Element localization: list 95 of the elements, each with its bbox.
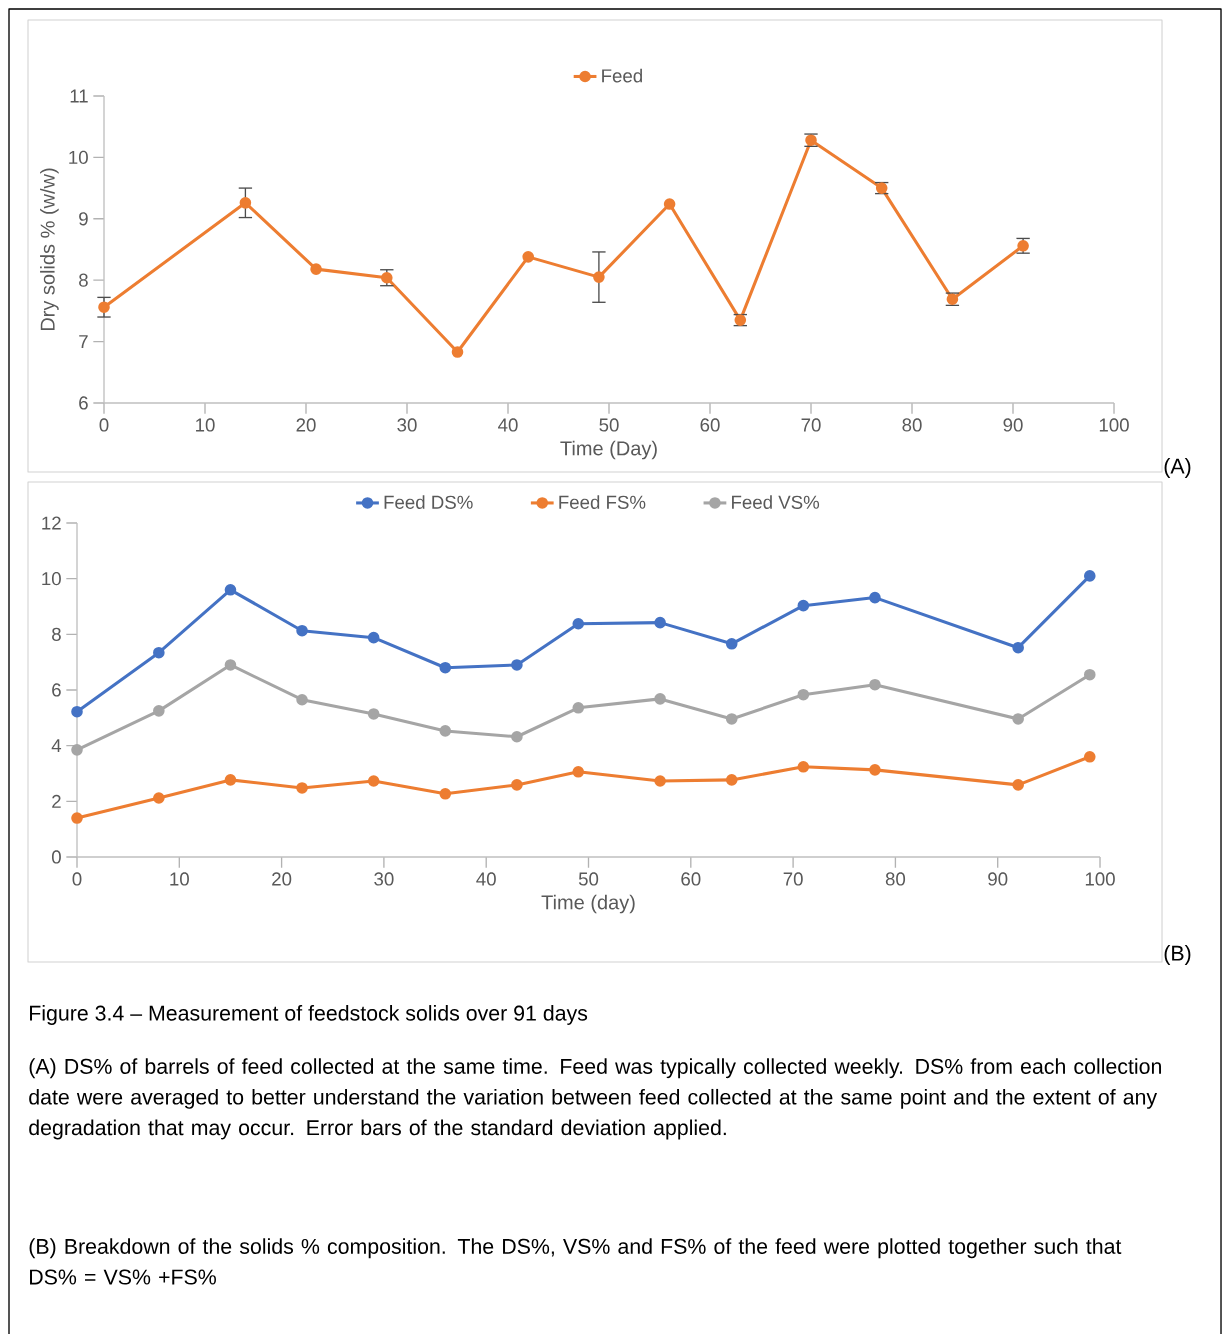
point	[1083, 750, 1096, 763]
point	[1012, 713, 1024, 725]
point	[511, 659, 523, 671]
x-tick-label: 10	[170, 872, 189, 886]
point	[725, 774, 738, 786]
point	[572, 617, 585, 630]
point	[1012, 641, 1024, 654]
x-tick-label: 20	[272, 872, 292, 886]
x-tick-label: 90	[1003, 418, 1023, 432]
point	[367, 775, 380, 787]
point	[654, 775, 666, 787]
point	[511, 779, 523, 791]
point	[439, 725, 452, 737]
y-tick-label: 6	[79, 396, 88, 410]
point	[1012, 779, 1024, 791]
x-tick-label: 10	[196, 418, 215, 432]
point	[224, 659, 237, 671]
x-tick-label: 100	[1085, 872, 1115, 886]
point	[869, 591, 881, 604]
y-tick-label: 12	[42, 516, 61, 530]
y-tick-label: 0	[51, 850, 61, 864]
point	[1083, 570, 1096, 582]
point	[153, 646, 165, 659]
point	[451, 346, 464, 358]
x-tick-label: 0	[99, 418, 109, 432]
point	[797, 761, 810, 773]
legend-label: Feed DS%	[384, 495, 473, 509]
x-tick-label: 60	[700, 418, 720, 432]
text: (B) Breakdown of the solids % composition. The DS%, VS% and FS% of the feed were plotted together such that DS% = VS% +FS%	[29, 1238, 1122, 1285]
point	[310, 263, 322, 275]
point	[71, 705, 83, 718]
point	[153, 792, 165, 804]
x-tick-label: 70	[783, 872, 803, 886]
point	[367, 708, 380, 720]
point	[725, 713, 738, 725]
point	[572, 766, 585, 778]
point	[869, 764, 881, 776]
x-tick-label: 30	[397, 418, 417, 432]
caption: Figure 3.4 – Measurement of feedstock solids over 91 days	[30, 1005, 588, 1025]
y-tick-label: 4	[51, 739, 62, 753]
point	[869, 678, 881, 691]
y-tick-label: 10	[69, 150, 88, 164]
point	[725, 637, 738, 650]
point	[511, 730, 523, 743]
y-axis-title: Dry solids % (w/w)	[40, 168, 59, 331]
legend-label: Feed FS%	[559, 495, 646, 509]
point	[654, 616, 666, 629]
x-tick-label: 20	[296, 418, 316, 432]
legend-label: Feed	[602, 68, 642, 83]
x-tick-label: 90	[988, 872, 1008, 886]
point	[572, 702, 585, 714]
legend-label: Feed VS%	[732, 495, 820, 509]
text: (A) DS% of barrels of feed collected at the same time. Feed was typically collected weekly. DS% from each collection date were averaged to better understand the variation between feed collected at the same point and the extent of any degradation that may occur. Error bars of the standard deviation applied.	[29, 1058, 1161, 1140]
x-tick-label: 50	[599, 418, 619, 432]
point	[71, 812, 83, 824]
x-axis-title: Time (day)	[541, 894, 635, 914]
x-tick-label: 40	[476, 872, 496, 886]
x-tick-label: 100	[1099, 418, 1129, 432]
x-axis-title: Time (Day)	[560, 440, 657, 460]
y-tick-label: 8	[79, 273, 88, 287]
point	[239, 197, 252, 209]
point	[593, 271, 605, 283]
point	[797, 599, 810, 612]
y-tick-label: 11	[70, 89, 88, 103]
x-tick-label: 60	[681, 872, 701, 886]
point	[153, 705, 165, 717]
x-tick-label: 50	[578, 872, 599, 886]
x-tick-label: 80	[902, 418, 922, 432]
point	[522, 251, 535, 263]
point	[663, 198, 676, 210]
point	[71, 744, 83, 756]
point	[1083, 668, 1096, 681]
y-tick-label: 7	[79, 335, 88, 349]
y-tick-label: 2	[52, 794, 61, 808]
x-tick-label: 70	[801, 418, 821, 432]
point	[296, 624, 308, 637]
point	[439, 661, 452, 674]
point	[654, 693, 666, 705]
point	[797, 688, 810, 701]
point	[98, 301, 110, 314]
x-tick-label: 30	[374, 872, 394, 886]
point	[296, 693, 308, 706]
x-tick-label: 80	[885, 872, 906, 886]
text: (B)	[1164, 945, 1191, 965]
y-tick-label: 10	[42, 572, 61, 586]
point	[224, 583, 237, 596]
point	[296, 782, 308, 794]
y-tick-label: 9	[79, 212, 88, 226]
y-tick-label: 8	[52, 627, 61, 641]
point	[439, 788, 452, 800]
point	[367, 631, 380, 644]
point	[224, 774, 237, 786]
text: (A)	[1164, 458, 1191, 478]
y-tick-label: 6	[52, 683, 61, 697]
x-tick-label: 40	[498, 418, 518, 432]
